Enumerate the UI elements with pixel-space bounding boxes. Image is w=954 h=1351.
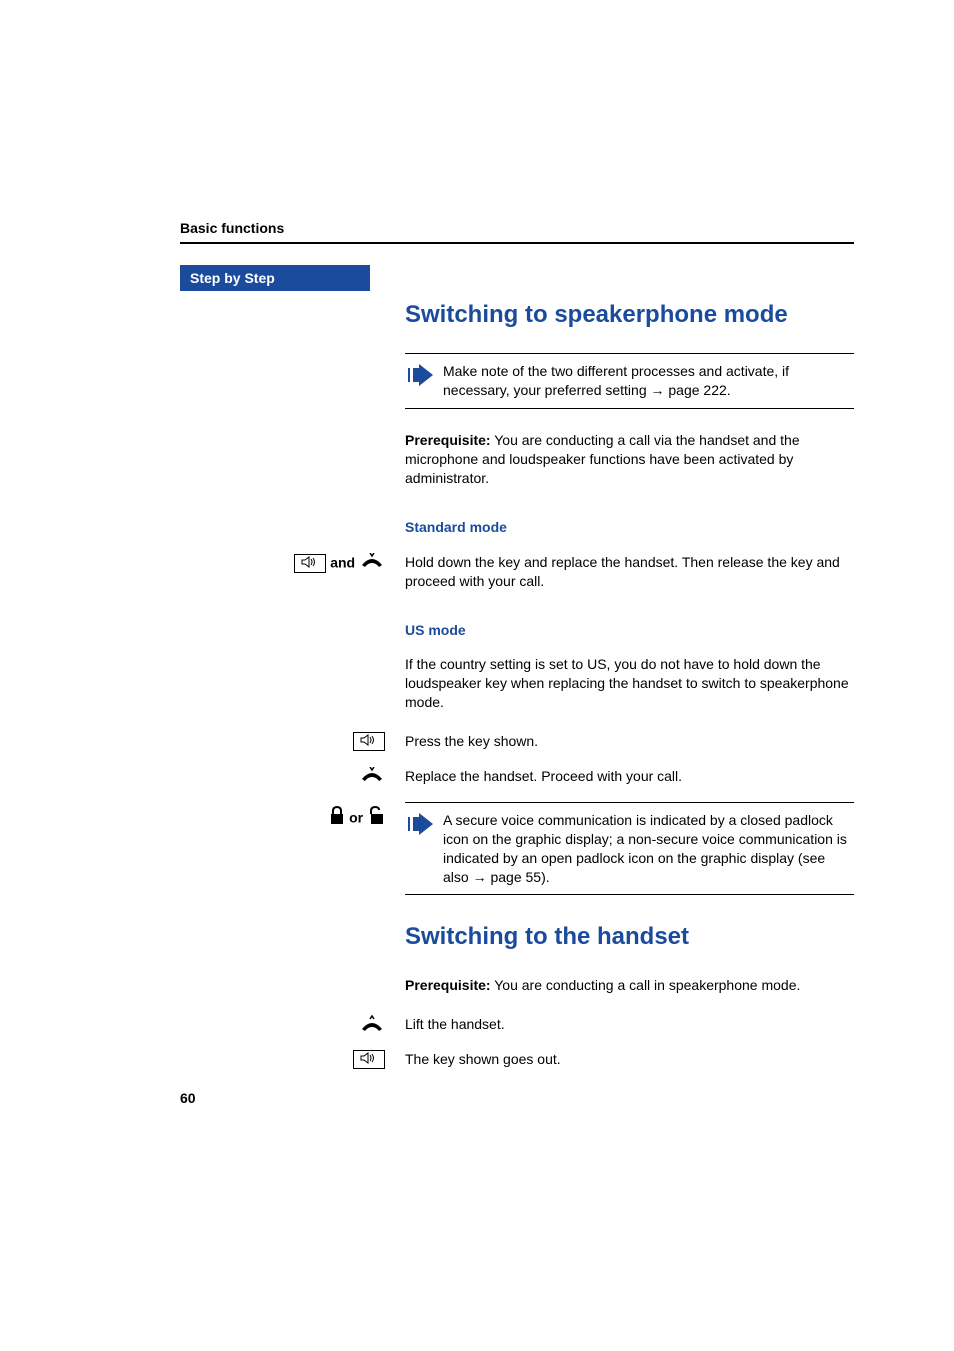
page-container: Basic functions Step by Step Switching t… [0, 0, 954, 1080]
speaker-key-icon [294, 554, 326, 573]
padlock-closed-icon [329, 806, 345, 831]
prereq-label-2: Prerequisite: [405, 977, 491, 993]
handset-down-icon-2 [359, 767, 385, 788]
us-intro: If the country setting is set to US, you… [405, 655, 854, 712]
s2-step2: The key shown goes out. [405, 1050, 854, 1069]
standard-mode-heading: Standard mode [405, 518, 854, 537]
main-content: Switching to speakerphone mode Make note… [180, 299, 854, 1080]
step-by-step-tab: Step by Step [180, 265, 370, 291]
padlock-open-icon [367, 806, 385, 831]
us-step1-icon-col [180, 732, 405, 751]
s2-step1: Lift the handset. [405, 1015, 854, 1034]
chapter-rule [180, 242, 854, 244]
or-label: or [349, 810, 367, 826]
para-prereq-2: Prerequisite: You are conducting a call … [405, 976, 854, 995]
handset-down-icon [359, 553, 385, 574]
standard-step-icons: and [180, 553, 405, 574]
prereq-label-1: Prerequisite: [405, 432, 491, 448]
s2-step1-icon-col [180, 1015, 405, 1036]
s2-step2-icon-col [180, 1050, 405, 1069]
note-arrow-icon-2 [405, 813, 435, 840]
section-title-speakerphone: Switching to speakerphone mode [405, 299, 854, 331]
note-box-1: Make note of the two different processes… [405, 353, 854, 409]
note-box-2: A secure voice communication is indicate… [405, 802, 854, 896]
chapter-header: Basic functions [180, 220, 854, 236]
note-text-1: Make note of the two different processes… [443, 362, 854, 400]
us-step2: Replace the handset. Proceed with your c… [405, 767, 854, 786]
and-label: and [330, 554, 359, 570]
speaker-key-icon-3 [353, 1050, 385, 1069]
para-prereq-1: Prerequisite: You are conducting a call … [405, 431, 854, 488]
us-step2-icon-col [180, 767, 405, 788]
us-step1: Press the key shown. [405, 732, 854, 751]
padlock-icons: or [180, 802, 405, 831]
note-arrow-icon [405, 364, 435, 391]
standard-body: Hold down the key and replace the handse… [405, 553, 854, 591]
note-text-2: A secure voice communication is indicate… [443, 811, 854, 887]
page-number: 60 [180, 1090, 196, 1106]
speaker-key-icon-2 [353, 732, 385, 751]
handset-up-icon [359, 1015, 385, 1036]
prereq-text-2: You are conducting a call in speakerphon… [491, 977, 801, 993]
us-mode-heading: US mode [405, 621, 854, 640]
section-title-handset: Switching to the handset [405, 921, 854, 953]
